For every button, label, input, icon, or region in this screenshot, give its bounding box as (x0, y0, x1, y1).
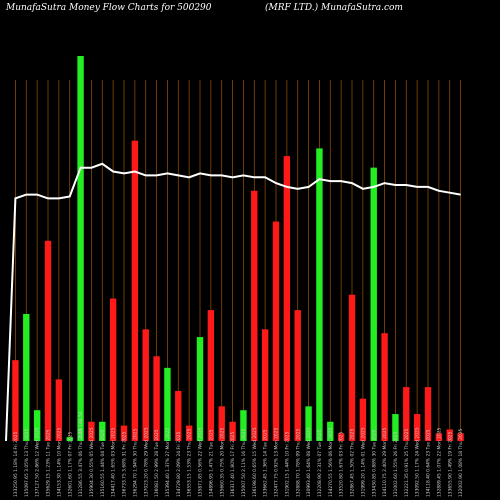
date-label: 135871.85 0.56% 22 Wed 2025 (198, 427, 204, 497)
chart-title: MunafaSutra Money Flow Charts for 500290 (6, 3, 212, 13)
money-flow-bar (88, 421, 95, 441)
date-label: 133430.85 0.88% 30 Tue 2025 (371, 429, 377, 497)
money-flow-bar (424, 387, 432, 441)
bar-label: 1.69 148.50 (78, 411, 84, 438)
date-label: 132002.90 1.08% 18 Thu 2025 (458, 429, 464, 497)
money-flow-bar (33, 410, 41, 441)
money-flow-bar (348, 294, 356, 441)
money-flow-bar (196, 337, 204, 441)
date-label: 134153.30 1.14% 10 Mon 2025 (56, 428, 62, 497)
date-label: 134110.75 2.40% 29 Mon 2025 (382, 428, 388, 497)
date-label: 136081.50 2.99% 28 Tue 2025 (154, 429, 160, 497)
date-label: 135660.35 0.75% 20 Mon 2025 (219, 428, 225, 497)
date-label: 134729.80 2.09% 24 Fri 2025 (176, 432, 182, 497)
date-label: 136294.70 1.94% 30 Thu 2025 (132, 429, 138, 497)
date-label: 135394.40 1.37% 27 Mon 2025 (165, 428, 171, 497)
date-label: 134270.55 1.56% 06 Mon 2025 (328, 428, 334, 497)
money-flow-bar (218, 406, 225, 441)
money-flow-bar (305, 406, 312, 441)
money-flow-bar (12, 360, 19, 441)
date-label: 134118.40 0.64% 23 Tue 2025 (426, 429, 432, 497)
money-flow-bar (435, 433, 443, 441)
date-label: 134417.40 1.65% 03 Mon 2025 (111, 428, 117, 497)
money-flow-bar (370, 167, 377, 441)
money-flow-bar (164, 367, 171, 441)
date-labels: 133250.95 1.18% 14 Fri 2025 135097.65 3.0… (13, 427, 464, 497)
money-flow-bar (153, 356, 160, 441)
money-flow-bar (44, 240, 52, 441)
money-flow-bar (185, 425, 193, 441)
money-flow-bars (12, 56, 464, 441)
date-label: 131002.60 1.55% 26 Fri 2025 (393, 432, 399, 497)
chart-subtitle: (MRF LTD.) MunafaSutra.com (265, 3, 403, 13)
date-label: 132889.45 1.07% 22 Mon 2025 (436, 428, 442, 497)
date-label: 135160.55 1.44% 04 Tue 2025 (100, 429, 106, 497)
money-flow-bar (392, 414, 399, 441)
date-label: 132208.90 2.31% 07 Tue 2025 (317, 429, 323, 497)
date-label: 132601.60 1.17% 07 Fri 2025 (67, 432, 73, 497)
date-label: 130993.40 1.64% 08 Wed 2025 (306, 427, 312, 497)
date-label: 132888.70 1.78% 09 Thu 2025 (295, 429, 301, 497)
bar-labels: 1.69 148.50 (78, 411, 84, 438)
date-label: 133250.95 1.18% 14 Fri 2025 (13, 432, 19, 497)
date-label: 135629.15 1.23% 11 Tue 2025 (46, 429, 52, 497)
date-label: 136317.40 1.80% 17 Fri 2025 (230, 432, 236, 497)
date-label: 132477.75 0.92% 13 Mon 2025 (274, 428, 280, 497)
money-flow-bar (403, 387, 410, 441)
money-flow-bar (23, 313, 30, 441)
date-label: 131999.20 1.14% 01 Wed 2025 (360, 427, 366, 497)
money-flow-bar (109, 298, 117, 441)
money-flow-bar (240, 410, 247, 441)
date-label: 131902.15 1.44% 10 Fri 2025 (284, 432, 290, 497)
money-flow-bar (66, 437, 73, 441)
money-flow-bar (175, 390, 182, 441)
date-label: 136733.75 3.68% 31 Fri 2025 (122, 432, 128, 497)
money-flow-bar (261, 329, 269, 441)
money-flow-bar (251, 190, 258, 441)
date-label: 132867.45 1.50% 02 Thu 2025 (350, 429, 356, 497)
date-label: 133520.80 1.67% 03 Fri 2025 (339, 432, 345, 497)
date-label: 133655.90 1.49% 19 Fri 2025 (447, 432, 453, 497)
date-label: 132221.35 0.91% 25 Thu 2025 (404, 429, 410, 497)
money-flow-bar (99, 421, 106, 441)
date-label: 135904.30 0.55% 05 Wed 2025 (89, 427, 95, 497)
money-flow-bar (207, 310, 215, 441)
money-flow-bar (55, 379, 63, 441)
money-flow-bar (316, 148, 323, 441)
date-label: 135007.50 2.11% 16 Thu 2025 (241, 429, 247, 497)
price-line (5, 162, 461, 442)
date-label: 133092.50 1.17% 24 Wed 2025 (415, 427, 421, 497)
money-flow-bar (294, 310, 301, 441)
date-label: 131286.55 3.47% 06 Thu 2025 (78, 429, 84, 497)
money-flow-bar (272, 221, 280, 441)
date-label: 134896.95 1.47% 21 Tue 2025 (208, 429, 214, 497)
money-flow-bar (413, 414, 421, 441)
money-flow-bar (457, 433, 464, 441)
date-label: 133662.45 1.36% 14 Tue 2025 (263, 429, 269, 497)
money-flow-bar (283, 156, 291, 441)
date-label: 137023.20 0.78% 29 Wed 2025 (143, 427, 149, 497)
money-flow-bar (381, 333, 388, 441)
money-flow-bar (359, 398, 367, 441)
date-label: 136553.15 1.53% 23 Thu 2025 (187, 429, 193, 497)
date-label: 136198.60 0.65% 15 Wed 2025 (252, 427, 258, 497)
date-label: 135097.65 3.05% 13 Thu 2025 (24, 429, 30, 497)
money-flow-bar (131, 140, 139, 441)
money-flow-bar (229, 421, 236, 441)
money-flow-bar (446, 429, 453, 441)
money-flow-bar (337, 433, 345, 441)
money-flow-bar (77, 56, 84, 441)
money-flow-bar (327, 421, 334, 441)
date-label: 137127.50 2.86% 12 Wed 2025 (35, 427, 41, 497)
money-flow-bar (142, 329, 149, 441)
money-flow-bar (120, 425, 128, 441)
